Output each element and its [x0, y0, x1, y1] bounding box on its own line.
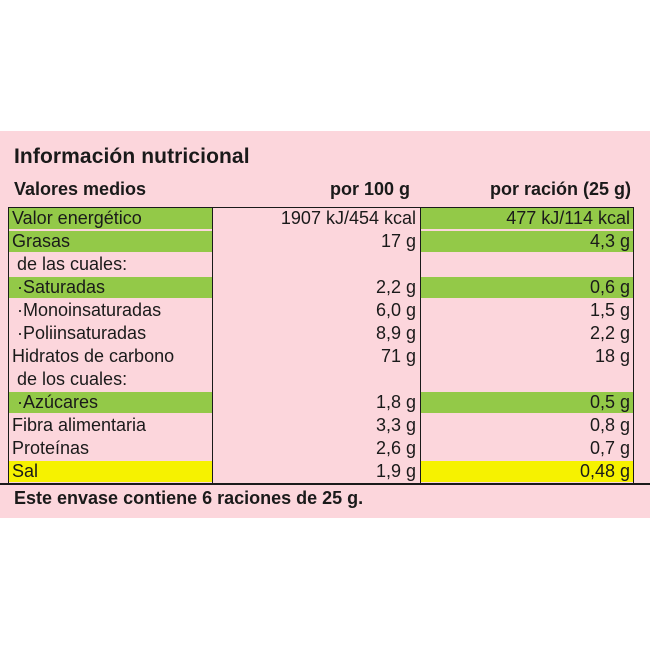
per100-value: 71 g	[380, 346, 416, 366]
nutrient-label: Grasas	[8, 231, 212, 252]
per100-value: 3,3 g	[375, 415, 416, 435]
serving-value: 1,5 g	[589, 300, 630, 320]
nutrient-label: Valor energético	[8, 208, 212, 229]
serving-value: 0,5 g	[420, 392, 634, 413]
per100-value: 1,8 g	[375, 392, 416, 412]
serving-value: 0,8 g	[589, 415, 630, 435]
table-row: ·Monoinsaturadas 6,0 g 1,5 g	[8, 300, 634, 321]
nutrient-label: ·Azúcares	[8, 392, 212, 413]
table-left-border	[8, 207, 9, 483]
table-row: Valor energético 1907 kJ/454 kcal 477 kJ/1…	[8, 208, 634, 229]
per100-value: 8,9 g	[375, 323, 416, 343]
footer-divider	[0, 483, 650, 485]
nutrient-label: ·Monoinsaturadas	[12, 300, 162, 320]
nutrition-table: Valor energético 1907 kJ/454 kcal 477 kJ/1…	[8, 207, 634, 483]
table-row: ·Azúcares 1,8 g 0,5 g	[8, 392, 634, 413]
nutrient-label: Sal	[8, 461, 212, 482]
table-row: ·Saturadas 2,2 g 0,6 g	[8, 277, 634, 298]
serving-value: 4,3 g	[420, 231, 634, 252]
serving-value	[420, 254, 634, 275]
servings-note: Este envase contiene 6 raciones de 25 g.	[14, 488, 364, 508]
per100-value: 2,6 g	[375, 438, 416, 458]
nutrient-label: de los cuales:	[12, 369, 128, 389]
nutrient-label: Proteínas	[12, 438, 90, 458]
serving-value	[420, 369, 634, 390]
table-row: de los cuales:	[8, 369, 634, 390]
per100-value: 1907 kJ/454 kcal	[280, 208, 416, 228]
nutrient-label: Hidratos de carbono	[12, 346, 175, 366]
table-top-border	[8, 207, 634, 208]
table-row: de las cuales:	[8, 254, 634, 275]
nutrition-panel: Información nutricional Valores medios p…	[0, 131, 650, 518]
per100-value: 6,0 g	[375, 300, 416, 320]
nutrient-label: de las cuales:	[12, 254, 128, 274]
table-row: Grasas 17 g 4,3 g	[8, 231, 634, 252]
table-right-border	[633, 207, 634, 483]
serving-value: 0,48 g	[420, 461, 634, 482]
header-label-column: Valores medios	[14, 179, 147, 199]
nutrient-label: ·Saturadas	[8, 277, 212, 298]
table-row: Hidratos de carbono 71 g 18 g	[8, 346, 634, 367]
nutrient-label: ·Poliinsaturadas	[12, 323, 147, 343]
serving-value: 477 kJ/114 kcal	[420, 208, 634, 229]
serving-value: 0,7 g	[589, 438, 630, 458]
table-row: Sal 1,9 g 0,48 g	[8, 461, 634, 482]
per100-value	[212, 254, 420, 275]
serving-value: 18 g	[594, 346, 630, 366]
panel-title: Información nutricional	[14, 145, 250, 168]
serving-value: 0,6 g	[420, 277, 634, 298]
per100-value: 17 g	[380, 231, 416, 251]
per100-value: 2,2 g	[375, 277, 416, 297]
per100-value: 1,9 g	[375, 461, 416, 481]
serving-value: 2,2 g	[589, 323, 630, 343]
table-row: Proteínas 2,6 g 0,7 g	[8, 438, 634, 459]
nutrient-label: Fibra alimentaria	[12, 415, 147, 435]
table-row: Fibra alimentaria 3,3 g 0,8 g	[8, 415, 634, 436]
table-row: ·Poliinsaturadas 8,9 g 2,2 g	[8, 323, 634, 344]
column-divider-2	[420, 207, 421, 483]
per100-value	[212, 369, 420, 390]
header-per100-column: por 100 g	[329, 179, 410, 199]
column-divider-1	[212, 207, 213, 483]
header-serving-column: por ración (25 g)	[489, 179, 631, 199]
